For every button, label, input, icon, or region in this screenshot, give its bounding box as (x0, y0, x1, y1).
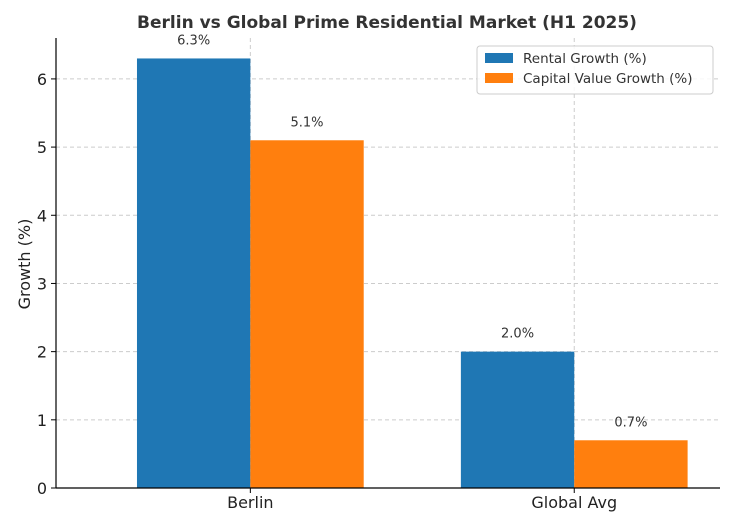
legend-swatch (485, 53, 513, 63)
data-label: 2.0% (501, 327, 534, 342)
x-tick-label: Global Avg (531, 493, 617, 512)
y-axis-label: Growth (%) (15, 219, 34, 310)
bar-capital-0 (250, 140, 364, 489)
bars (136, 58, 688, 489)
y-tick-label: 0 (37, 479, 47, 498)
bar-rental-1 (460, 351, 575, 488)
y-tick-label: 5 (37, 138, 47, 157)
data-label: 0.7% (614, 415, 647, 430)
y-tick-label: 2 (37, 343, 47, 362)
y-tick-label: 4 (37, 206, 47, 225)
data-label: 5.1% (291, 115, 324, 130)
legend: Rental Growth (%) Capital Value Growth (%… (476, 45, 714, 95)
chart-title: Berlin vs Global Prime Residential Marke… (137, 13, 637, 33)
y-tick-label: 3 (37, 274, 47, 293)
legend-label: Rental Growth (%) (523, 51, 647, 67)
data-labels: 6.3% 2.0% 5.1% 0.7% (177, 33, 647, 430)
tick-labels: 0 1 2 3 4 5 6 Berlin Global Avg (37, 70, 617, 512)
bar-capital-1 (574, 440, 688, 488)
bar-rental-0 (136, 58, 251, 489)
legend-swatch (485, 73, 513, 83)
legend-label: Capital Value Growth (%) (523, 71, 693, 87)
data-label: 6.3% (177, 33, 210, 48)
legend-box (476, 45, 714, 95)
axes (55, 38, 720, 489)
y-tick-label: 1 (37, 411, 47, 430)
y-tick-label: 6 (37, 70, 47, 89)
x-tick-label: Berlin (227, 493, 273, 512)
